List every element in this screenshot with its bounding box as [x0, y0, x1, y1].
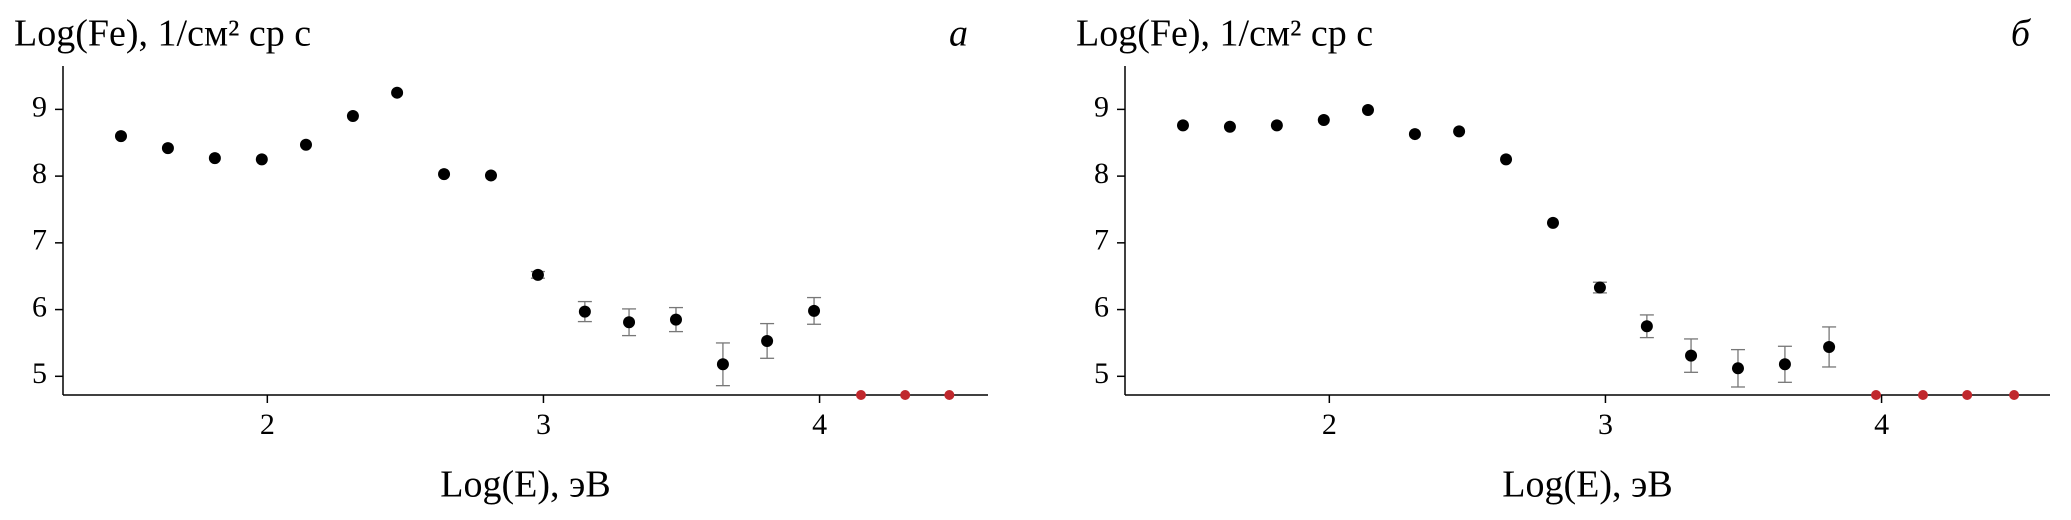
data-point [114, 130, 127, 143]
y-tick-label: 9 [32, 90, 47, 123]
data-point [161, 142, 174, 155]
data-point [1778, 358, 1791, 371]
data-point [944, 390, 955, 400]
data-point [808, 304, 821, 317]
panel-label: б [2011, 13, 2032, 55]
data-point [1823, 340, 1836, 353]
y-tick-label: 7 [1094, 224, 1109, 257]
data-point [1593, 281, 1606, 294]
data-point [761, 334, 774, 347]
data-point [1453, 125, 1466, 138]
data-point [1640, 320, 1653, 333]
y-tick-label: 5 [1094, 357, 1109, 390]
x-tick-label: 3 [536, 408, 551, 441]
data-point [1317, 114, 1330, 127]
y-axis-title: Log(Fe), 1/см² ср с [1076, 13, 1373, 55]
data-point [1917, 390, 1928, 400]
data-point [1223, 120, 1236, 133]
x-tick-label: 2 [1322, 408, 1337, 441]
y-tick-label: 5 [32, 357, 47, 390]
data-point [669, 313, 682, 326]
data-point [391, 86, 404, 99]
data-point [484, 169, 497, 182]
data-point [1731, 362, 1744, 375]
data-point [438, 168, 451, 181]
data-point [255, 153, 268, 166]
data-point [346, 110, 359, 123]
data-point [578, 305, 591, 318]
y-tick-label: 6 [1094, 290, 1109, 323]
y-tick-label: 7 [32, 224, 47, 257]
x-axis-title: Log(E), эВ [440, 464, 610, 506]
data-point [299, 138, 312, 151]
data-point [716, 358, 729, 371]
data-point [623, 316, 636, 329]
y-tick-label: 9 [1094, 90, 1109, 123]
data-point [2009, 390, 2020, 400]
data-point [1962, 390, 1973, 400]
data-point [531, 268, 544, 281]
x-tick-label: 4 [812, 408, 827, 441]
y-axis-title: Log(Fe), 1/см² ср с [14, 13, 311, 55]
data-point [1685, 349, 1698, 362]
y-tick-label: 8 [32, 157, 47, 190]
x-tick-label: 3 [1598, 408, 1613, 441]
data-point [1546, 216, 1559, 229]
data-point [1408, 128, 1421, 141]
data-point [1270, 119, 1283, 132]
data-point [900, 390, 911, 400]
data-point [208, 152, 221, 165]
y-tick-label: 8 [1094, 157, 1109, 190]
x-tick-label: 4 [1874, 408, 1889, 441]
data-point [855, 390, 866, 400]
x-axis-title: Log(E), эВ [1502, 464, 1672, 506]
data-point [1361, 104, 1374, 117]
data-point [1176, 119, 1189, 132]
panel-label: а [949, 13, 968, 55]
x-tick-label: 2 [260, 408, 275, 441]
y-tick-label: 6 [32, 290, 47, 323]
data-point [1500, 153, 1513, 166]
data-point [1871, 390, 1882, 400]
